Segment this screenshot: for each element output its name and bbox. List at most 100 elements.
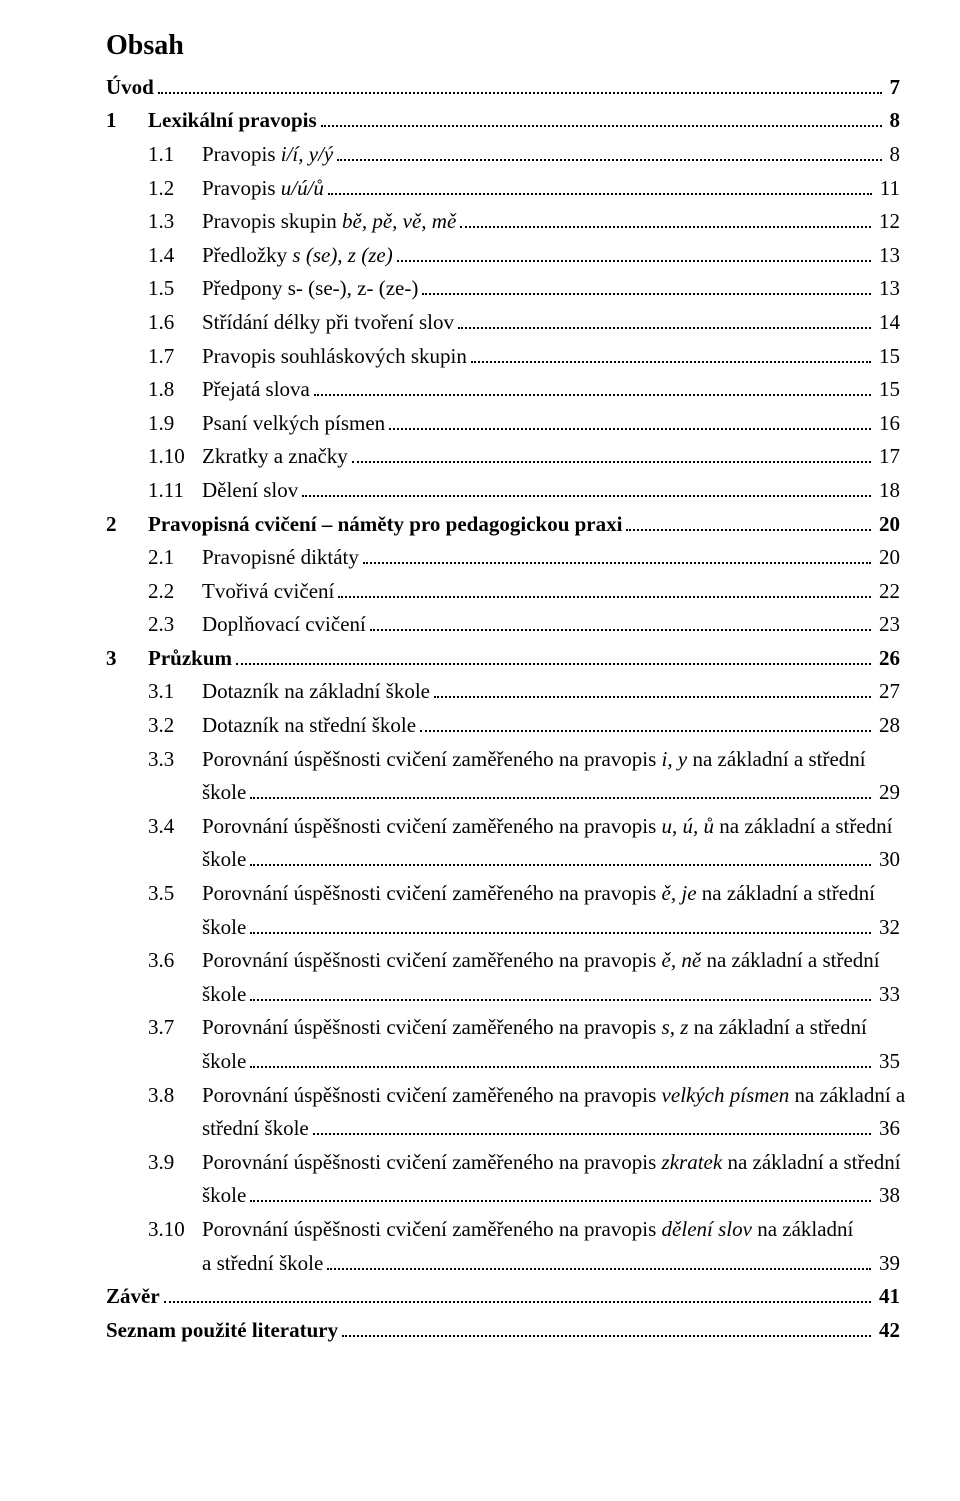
- toc-entry-label: Porovnání úspěšnosti cvičení zaměřeného …: [202, 1011, 867, 1045]
- toc-entry: 3.8Porovnání úspěšnosti cvičení zaměřené…: [106, 1079, 900, 1146]
- toc-leader-dots: [302, 483, 871, 497]
- toc-title: Obsah: [106, 24, 900, 69]
- toc-entry-page: 13: [875, 239, 900, 273]
- toc-entry-label-line2: a střední škole: [202, 1247, 323, 1281]
- toc-leader-dots: [337, 147, 881, 161]
- toc-entry-number: 2: [106, 508, 148, 542]
- toc-entry-label-line2: škole: [202, 1045, 246, 1079]
- toc-entry-label: Pravopis skupin bě, pě, vě, mě: [202, 205, 456, 239]
- toc-entry: 1.3Pravopis skupin bě, pě, vě, mě 12: [106, 205, 900, 239]
- toc-entry-number: 2.1: [148, 541, 202, 575]
- toc-entry: Závěr41: [106, 1280, 900, 1314]
- toc-leader-dots: [342, 1323, 871, 1337]
- toc-entry-number: 2.2: [148, 575, 202, 609]
- toc-entry-label-line2: škole: [202, 776, 246, 810]
- toc-entry-page: 17: [875, 440, 900, 474]
- toc-entry-number: 3.8: [148, 1079, 202, 1113]
- toc-entry-number: 1.10: [148, 440, 202, 474]
- toc-entry: 1.9Psaní velkých písmen16: [106, 407, 900, 441]
- toc-page: Obsah Úvod71Lexikální pravopis81.1Pravop…: [0, 0, 960, 1501]
- toc-entry-page: 28: [875, 709, 900, 743]
- toc-entry-page: 35: [875, 1045, 900, 1079]
- toc-entry-number: 3.10: [148, 1213, 202, 1247]
- toc-entry-page: 26: [875, 642, 900, 676]
- toc-entry-number: 3.5: [148, 877, 202, 911]
- toc-entry-label: Porovnání úspěšnosti cvičení zaměřeného …: [202, 1213, 853, 1247]
- toc-entry-label: Pravopis u/ú/ů: [202, 172, 324, 206]
- toc-entry-number: 3.4: [148, 810, 202, 844]
- toc-entry-page: 8: [886, 104, 901, 138]
- toc-entry: 1Lexikální pravopis8: [106, 104, 900, 138]
- toc-entry-number: 2.3: [148, 608, 202, 642]
- toc-entry-label: Přejatá slova: [202, 373, 310, 407]
- toc-leader-dots: [363, 551, 871, 565]
- toc-entry-page: 36: [875, 1112, 900, 1146]
- toc-entry: 2.1Pravopisné diktáty20: [106, 541, 900, 575]
- toc-entry-label: Zkratky a značky: [202, 440, 348, 474]
- toc-entry-page: 12: [875, 205, 900, 239]
- toc-entry: 3.5Porovnání úspěšnosti cvičení zaměřené…: [106, 877, 900, 944]
- toc-entry-number: 1.9: [148, 407, 202, 441]
- toc-entry: 2.2Tvořivá cvičení22: [106, 575, 900, 609]
- toc-leader-dots: [422, 282, 871, 296]
- toc-entry: Úvod 7: [106, 71, 900, 105]
- toc-entry-label: Pravopisná cvičení – náměty pro pedagogi…: [148, 508, 622, 542]
- toc-entry: 1.10Zkratky a značky 17: [106, 440, 900, 474]
- toc-leader-dots: [434, 685, 871, 699]
- toc-entry-number: 1.11: [148, 474, 202, 508]
- toc-body: Úvod71Lexikální pravopis81.1Pravopis i/í…: [106, 71, 900, 1348]
- toc-entry: 1.6Střídání délky při tvoření slov14: [106, 306, 900, 340]
- toc-entry-number: 3.6: [148, 944, 202, 978]
- toc-entry-page: 7: [886, 71, 901, 105]
- toc-entry: 2.3Doplňovací cvičení23: [106, 608, 900, 642]
- toc-entry-page: 20: [875, 508, 900, 542]
- toc-entry-label-line2: škole: [202, 843, 246, 877]
- toc-entry-label: Dotazník na základní škole: [202, 675, 430, 709]
- toc-entry-page: 14: [875, 306, 900, 340]
- toc-leader-dots: [314, 383, 871, 397]
- toc-entry-label: Úvod: [106, 71, 154, 105]
- toc-leader-dots: [328, 181, 872, 195]
- toc-leader-dots: [164, 1290, 871, 1304]
- toc-entry-label: Střídání délky při tvoření slov: [202, 306, 454, 340]
- toc-entry-label: Předpony s- (se-), z- (ze-): [202, 272, 418, 306]
- toc-leader-dots: [338, 584, 871, 598]
- toc-entry-label: Porovnání úspěšnosti cvičení zaměřeného …: [202, 810, 892, 844]
- toc-entry-label: Pravopis i/í, y/ý: [202, 138, 333, 172]
- toc-leader-dots: [250, 786, 871, 800]
- toc-entry-label: Porovnání úspěšnosti cvičení zaměřeného …: [202, 743, 866, 777]
- toc-entry-number: 1.4: [148, 239, 202, 273]
- toc-entry-page: 32: [875, 911, 900, 945]
- toc-leader-dots: [370, 618, 871, 632]
- toc-entry-number: 1.3: [148, 205, 202, 239]
- toc-entry-page: 15: [875, 373, 900, 407]
- toc-leader-dots: [250, 853, 871, 867]
- toc-entry-number: 3.3: [148, 743, 202, 777]
- toc-entry-page: 41: [875, 1280, 900, 1314]
- toc-entry-page: 30: [875, 843, 900, 877]
- toc-entry-number: 3.1: [148, 675, 202, 709]
- toc-entry-page: 20: [875, 541, 900, 575]
- toc-entry-label: Průzkum: [148, 642, 232, 676]
- toc-entry-page: 39: [875, 1247, 900, 1281]
- toc-entry-number: 1.8: [148, 373, 202, 407]
- toc-entry: 1.7Pravopis souhláskových skupin15: [106, 340, 900, 374]
- toc-entry-page: 42: [875, 1314, 900, 1348]
- toc-entry: 1.8Přejatá slova 15: [106, 373, 900, 407]
- toc-leader-dots: [389, 416, 871, 430]
- toc-entry-page: 16: [875, 407, 900, 441]
- toc-entry: 1.11Dělení slov 18: [106, 474, 900, 508]
- toc-leader-dots: [250, 1054, 871, 1068]
- toc-leader-dots: [250, 920, 871, 934]
- toc-entry-label-line2: škole: [202, 911, 246, 945]
- toc-entry-label-line2: škole: [202, 1179, 246, 1213]
- toc-leader-dots: [352, 450, 871, 464]
- toc-entry-label: Dělení slov: [202, 474, 298, 508]
- toc-entry-label-line2: střední škole: [202, 1112, 309, 1146]
- toc-entry-label: Porovnání úspěšnosti cvičení zaměřeného …: [202, 1079, 905, 1113]
- toc-entry: 1.2Pravopis u/ú/ů11: [106, 172, 900, 206]
- toc-entry-page: 18: [875, 474, 900, 508]
- toc-entry: 3.10Porovnání úspěšnosti cvičení zaměřen…: [106, 1213, 900, 1280]
- toc-entry: 3.6Porovnání úspěšnosti cvičení zaměřené…: [106, 944, 900, 1011]
- toc-entry-number: 3.7: [148, 1011, 202, 1045]
